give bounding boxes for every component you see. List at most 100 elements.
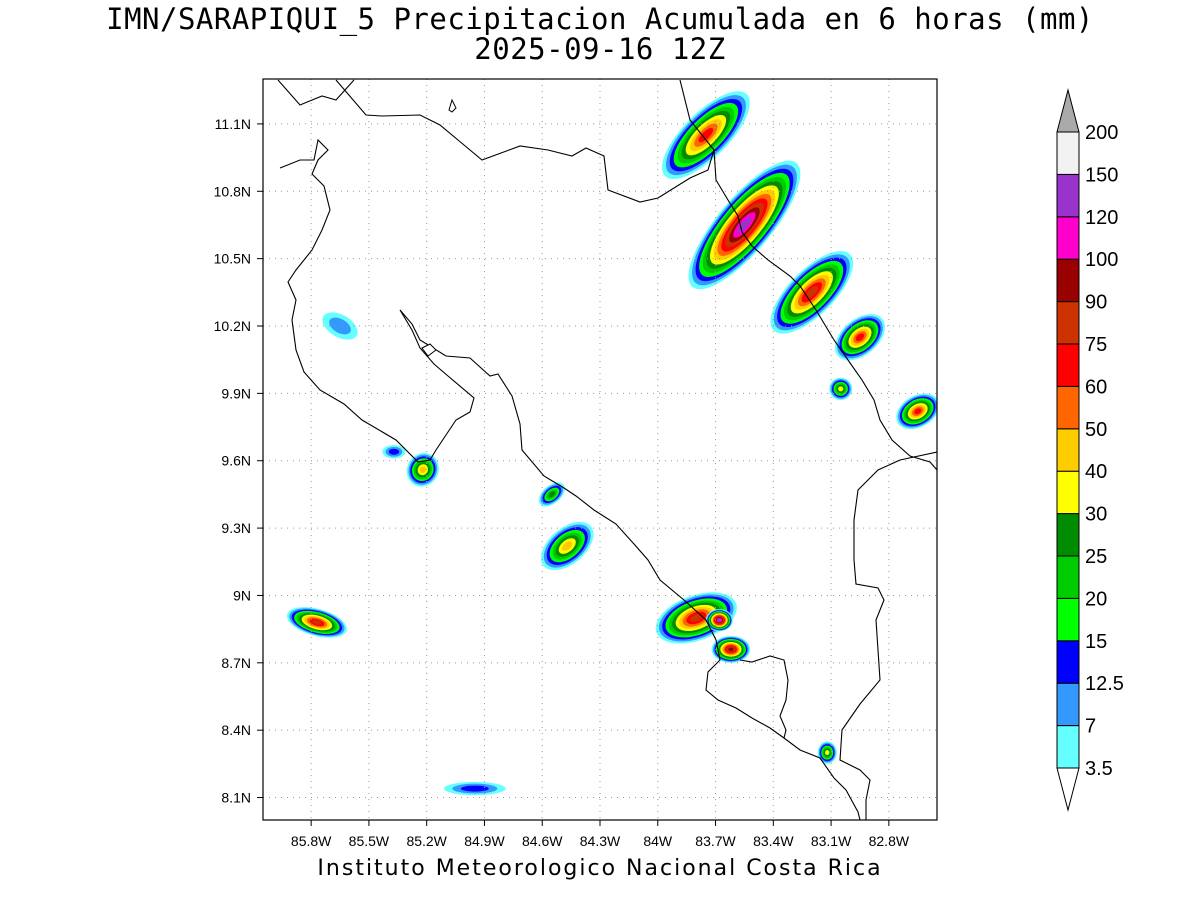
precip-contour [717,618,722,622]
chart-title: IMN/SARAPIQUI_5 Precipitacion Acumulada … [106,2,1094,36]
colorbar-label: 7 [1085,716,1096,738]
lon-tick-label: 85.5W [349,833,390,849]
precip-contour [914,408,922,415]
precip-cell [834,314,885,361]
footer-credit: Instituto Meteorologico Nacional Costa R… [317,856,883,881]
precip-cell [829,377,853,401]
precip-cell [538,482,565,507]
precip-cell [406,452,439,487]
colorbar-segment [1056,428,1080,472]
colorbar-segment [1056,640,1080,684]
colorbar-label: 30 [1085,504,1107,526]
lon-tick-label: 83.7W [695,833,736,849]
colorbar-label: 100 [1085,249,1118,271]
precip-contour [855,333,865,342]
precip-cell [322,312,358,340]
precip-cell [540,521,594,571]
colorbar-segment [1056,597,1080,642]
colorbar-label: 20 [1085,588,1107,610]
colorbar-segment [1056,131,1080,175]
nicaragua-coast [277,79,715,203]
colorbar-label: 200 [1085,122,1118,144]
precip-cell [382,445,406,459]
precip-contour [460,785,489,792]
precip-contour [805,286,819,299]
colorbar-segment [1056,343,1080,387]
lon-tick-label: 85.8W [291,833,332,849]
precip-contour [548,491,556,498]
colorbar-label: 3.5 [1085,758,1113,780]
colorbar-segment [1056,301,1080,345]
precip-cell [444,781,506,796]
colorbar-segment [1056,216,1080,260]
lat-tick-label: 10.8N [214,183,251,199]
precip-cell [770,251,854,334]
colorbar-segment [1056,725,1080,769]
grid-lines [263,79,937,820]
precip-contour [825,750,830,756]
lon-tick-label: 84.9W [464,833,505,849]
lat-tick-label: 9N [233,587,251,603]
lon-tick-label: 83.4W [753,833,794,849]
colorbar-segment [1056,173,1080,218]
colorbar-label: 90 [1085,292,1107,314]
colorbar-label: 25 [1085,546,1107,568]
map-frame [262,78,938,821]
colorbar-segment [1056,470,1080,515]
precip-contour [690,614,703,622]
caribbean-coast [713,149,937,471]
nicoya-island [421,343,437,357]
colorbar: 3.5 7 12.5 15 20 25 30 40 50 60 75 90 100 120 150 200 [1056,88,1124,812]
colorbar-label: 50 [1085,419,1107,441]
colorbar-segment [1056,682,1080,727]
colorbar-label: 40 [1085,461,1107,483]
colorbar-segment [1056,513,1080,557]
lat-tick-label: 8.4N [221,722,251,738]
lat-tick-label: 9.6N [221,453,251,469]
osa-border [739,655,789,739]
lat-tick-label: 8.1N [221,790,251,806]
lon-tick-label: 84W [643,833,673,849]
lon-tick-label: 84.3W [580,833,621,849]
precip-cell [662,91,750,179]
chart-subtitle: 2025-09-16 12Z [474,32,726,66]
colorbar-segment [1056,258,1080,303]
precip-contour [698,127,714,143]
colorbar-segment [1056,385,1080,430]
precip-cell [688,160,801,290]
lat-tick-label: 10.5N [214,251,251,267]
precip-cell [896,393,937,430]
precip-contour [312,620,322,625]
lat-tick-label: 8.7N [221,655,251,671]
precip-cell [817,741,837,764]
lat-tick-label: 11.1N [215,116,251,132]
precip-contour [562,541,573,551]
guanacaste-coast [279,138,861,820]
colorbar-label: 150 [1085,164,1118,186]
lat-tick-label: 9.9N [221,385,251,401]
panama-border [839,451,937,820]
precip-cell [286,607,347,638]
precip-contour [419,466,427,474]
precip-contour [388,448,400,455]
colorbar-label: 15 [1085,631,1107,653]
precip-cell [705,608,733,632]
colorbar-under-arrow [1056,767,1080,812]
lon-tick-label: 83.1W [811,833,852,849]
precip-cell [711,635,751,663]
colorbar-label: 12.5 [1085,673,1124,695]
lat-tick-label: 9.3N [221,520,251,536]
colorbar-segment [1056,555,1080,599]
colorbar-over-arrow [1056,88,1080,133]
lon-tick-label: 82.8W [869,833,910,849]
precip-contour [728,647,734,652]
colorbar-label: 120 [1085,207,1118,229]
lon-tick-label: 84.6W [522,833,563,849]
precip-contour [838,386,844,392]
colorbar-label: 75 [1085,334,1107,356]
lat-tick-label: 10.2N [214,318,251,334]
colorbar-label: 60 [1085,376,1107,398]
coastline-borders [277,79,937,820]
precip-contour [329,317,351,335]
